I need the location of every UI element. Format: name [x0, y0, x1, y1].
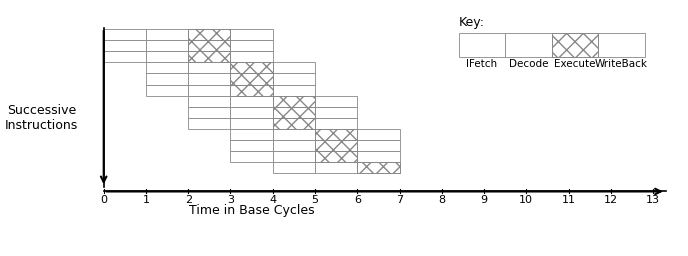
Bar: [146, 51, 189, 62]
Bar: [357, 129, 400, 140]
Bar: [230, 73, 272, 84]
Bar: [315, 162, 357, 173]
Bar: [230, 84, 272, 95]
Text: WriteBack: WriteBack: [595, 59, 648, 69]
Bar: [230, 95, 272, 107]
Bar: [272, 129, 315, 140]
Bar: [189, 73, 230, 84]
Bar: [104, 29, 146, 40]
Bar: [552, 33, 598, 57]
Bar: [272, 95, 315, 107]
Bar: [230, 62, 272, 73]
Text: Execute: Execute: [554, 59, 596, 69]
Text: 11: 11: [561, 195, 576, 205]
Text: 2: 2: [184, 195, 192, 205]
Bar: [552, 33, 598, 57]
Bar: [272, 107, 315, 118]
Bar: [272, 162, 315, 173]
Bar: [357, 162, 400, 173]
Bar: [189, 29, 230, 40]
Bar: [230, 151, 272, 162]
Text: 10: 10: [519, 195, 533, 205]
Text: 3: 3: [227, 195, 234, 205]
Bar: [598, 33, 645, 57]
Text: IFetch: IFetch: [466, 59, 497, 69]
Text: 8: 8: [438, 195, 445, 205]
Text: Decode: Decode: [508, 59, 548, 69]
Text: 9: 9: [480, 195, 488, 205]
Text: 0: 0: [100, 195, 107, 205]
Bar: [230, 140, 272, 151]
Bar: [230, 51, 272, 62]
Bar: [230, 129, 272, 140]
Bar: [230, 40, 272, 51]
Bar: [146, 40, 189, 51]
Bar: [315, 95, 357, 107]
Bar: [315, 151, 357, 162]
Bar: [315, 107, 357, 118]
Text: 6: 6: [354, 195, 361, 205]
Bar: [146, 73, 189, 84]
Bar: [272, 84, 315, 95]
Text: 5: 5: [312, 195, 319, 205]
Bar: [272, 95, 315, 107]
Bar: [230, 73, 272, 84]
Bar: [104, 40, 146, 51]
Text: Time in Base Cycles: Time in Base Cycles: [189, 204, 314, 217]
Bar: [272, 118, 315, 129]
Bar: [146, 29, 189, 40]
Text: 13: 13: [646, 195, 660, 205]
Bar: [357, 151, 400, 162]
Text: 1: 1: [142, 195, 149, 205]
Bar: [230, 107, 272, 118]
Text: 4: 4: [269, 195, 277, 205]
Bar: [189, 107, 230, 118]
Bar: [189, 40, 230, 51]
Bar: [230, 118, 272, 129]
Bar: [459, 33, 505, 57]
Bar: [315, 129, 357, 140]
Bar: [315, 129, 357, 140]
Bar: [230, 84, 272, 95]
Bar: [230, 29, 272, 40]
Bar: [505, 33, 552, 57]
Bar: [272, 107, 315, 118]
Bar: [315, 140, 357, 151]
Bar: [230, 62, 272, 73]
Bar: [272, 151, 315, 162]
Bar: [315, 140, 357, 151]
Text: 7: 7: [396, 195, 403, 205]
Bar: [272, 118, 315, 129]
Bar: [315, 118, 357, 129]
Bar: [189, 51, 230, 62]
Bar: [146, 62, 189, 73]
Bar: [104, 51, 146, 62]
Bar: [189, 29, 230, 40]
Text: 12: 12: [604, 195, 618, 205]
Bar: [357, 140, 400, 151]
Bar: [272, 73, 315, 84]
Bar: [146, 84, 189, 95]
Bar: [315, 151, 357, 162]
Bar: [189, 84, 230, 95]
Bar: [189, 62, 230, 73]
Bar: [272, 62, 315, 73]
Text: Key:: Key:: [459, 16, 485, 29]
Bar: [272, 140, 315, 151]
Bar: [189, 95, 230, 107]
Text: Successive
Instructions: Successive Instructions: [5, 104, 78, 132]
Bar: [189, 51, 230, 62]
Bar: [189, 40, 230, 51]
Bar: [357, 162, 400, 173]
Bar: [189, 118, 230, 129]
